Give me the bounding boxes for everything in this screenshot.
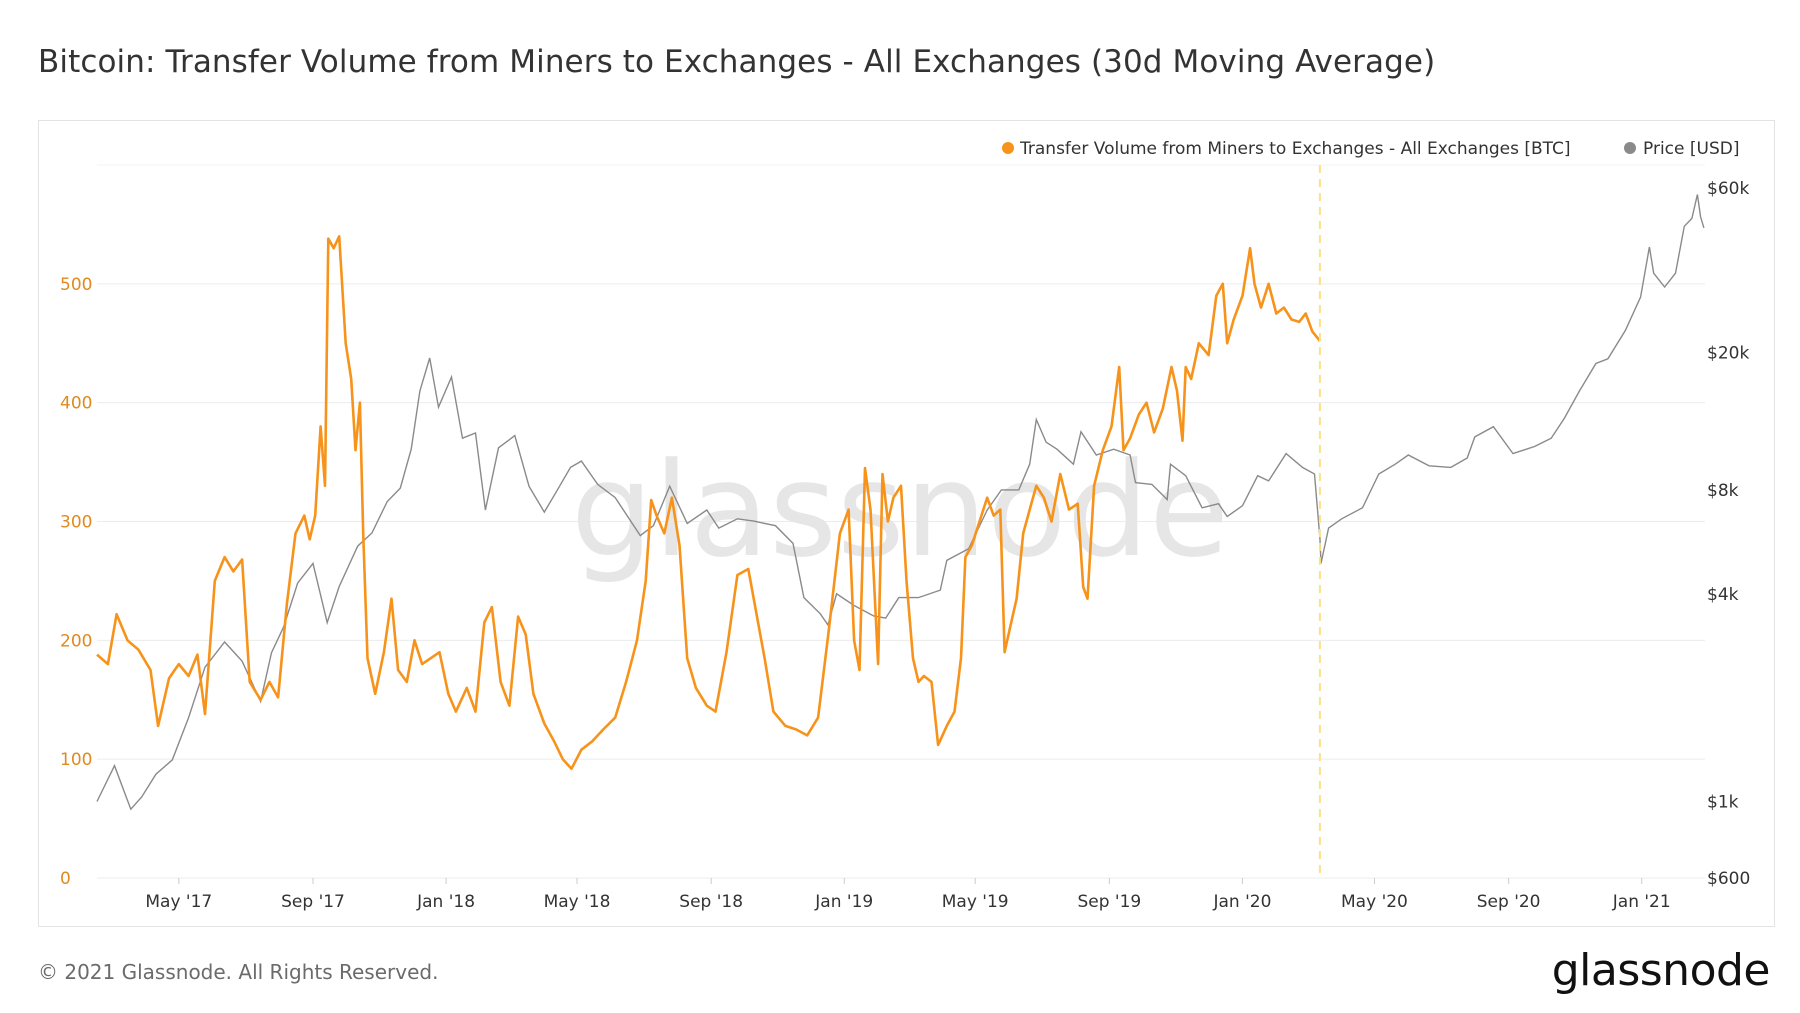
y-left-tick-label: 0 — [60, 869, 71, 889]
copyright-text: © 2021 Glassnode. All Rights Reserved. — [38, 960, 439, 984]
x-tick-label: Jan '19 — [814, 892, 873, 912]
price-series-line — [96, 194, 1705, 811]
x-tick-label: Jan '20 — [1212, 892, 1271, 912]
glassnode-logo: glassnode — [1551, 945, 1771, 996]
y-left-tick-label: 400 — [60, 394, 92, 414]
y-left-tick-label: 300 — [60, 513, 92, 533]
y-right-tick-label: $4k — [1707, 585, 1739, 605]
y-right-tick-label: $1k — [1707, 792, 1739, 812]
legend-volume-label: Transfer Volume from Miners to Exchanges… — [1019, 139, 1571, 159]
legend: Transfer Volume from Miners to Exchanges… — [1002, 139, 1739, 159]
x-tick-label: May '18 — [544, 892, 611, 912]
y-right-tick-label: $60k — [1707, 179, 1749, 199]
volume-series-line — [96, 235, 1321, 770]
x-tick-label: Sep '17 — [281, 892, 345, 912]
grid-lines — [97, 164, 1705, 879]
y-right-tick-label: $20k — [1707, 344, 1749, 364]
x-tick-label: May '17 — [145, 892, 212, 912]
x-tick-label: May '19 — [942, 892, 1009, 912]
y-right-tick-label: $8k — [1707, 481, 1739, 501]
x-tick-label: Jan '21 — [1612, 892, 1671, 912]
y-left-tick-label: 500 — [60, 275, 92, 295]
x-tick-label: Sep '18 — [679, 892, 743, 912]
legend-price-dot — [1624, 142, 1636, 154]
x-tick-label: Sep '19 — [1077, 892, 1141, 912]
y-left-tick-label: 100 — [60, 750, 92, 770]
y-left-tick-label: 200 — [60, 631, 92, 651]
x-tick-label: May '20 — [1341, 892, 1408, 912]
x-tick-label: Jan '18 — [416, 892, 475, 912]
y-right-tick-label: $600 — [1707, 869, 1750, 889]
legend-price-label: Price [USD] — [1643, 139, 1739, 159]
chart-title: Bitcoin: Transfer Volume from Miners to … — [38, 44, 1436, 80]
legend-volume-dot — [1002, 142, 1014, 154]
axes: 0 100 200 300 400 500 $600 $1k $4k $8k $20k $60k May… — [60, 179, 1750, 912]
x-tick-label: Sep '20 — [1477, 892, 1541, 912]
